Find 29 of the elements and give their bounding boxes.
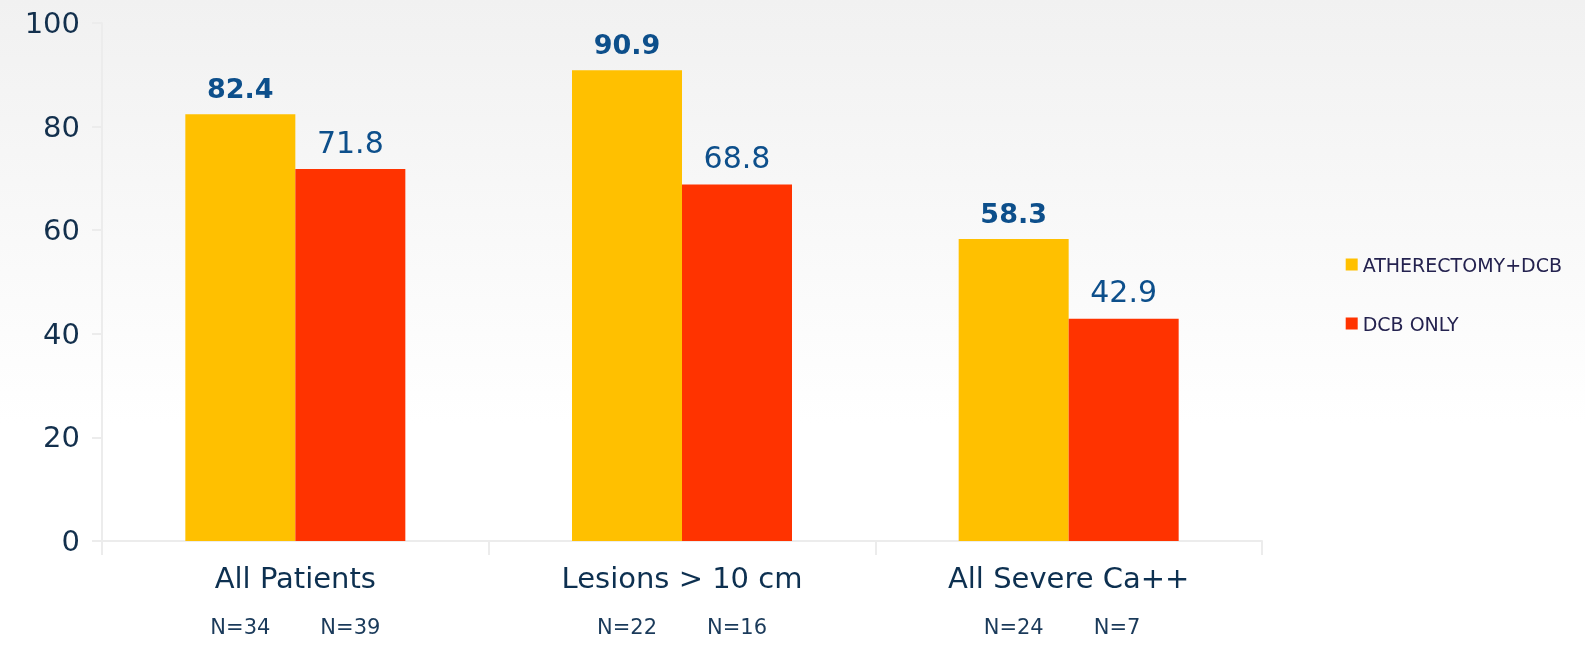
data-label: 58.3 <box>980 198 1047 230</box>
y-tick-label: 40 <box>43 316 80 351</box>
legend-label: ATHERECTOMY+DCB <box>1362 253 1563 276</box>
x-tick-label: All Severe Ca++ <box>947 560 1190 595</box>
text: N=22 <box>597 614 658 639</box>
text: N=34 <box>210 614 271 639</box>
data-label: 82.4 <box>207 73 274 105</box>
bar <box>682 184 792 541</box>
data-label: 71.8 <box>316 124 384 160</box>
legend-label: DCB ONLY <box>1362 312 1459 335</box>
text: N=7 <box>1093 614 1141 639</box>
text: N=16 <box>707 614 768 639</box>
bar <box>572 70 682 541</box>
y-tick-label: 0 <box>61 524 80 558</box>
bar <box>1068 318 1179 541</box>
text: N=24 <box>983 614 1044 639</box>
x-tick-label: All Patients <box>214 560 376 595</box>
bar <box>295 169 406 541</box>
bar <box>958 239 1069 541</box>
data-label: 42.9 <box>1090 274 1158 310</box>
y-tick-label: 60 <box>43 213 80 248</box>
y-tick-label: 80 <box>43 109 80 144</box>
data-label: 68.8 <box>703 140 771 176</box>
text: N=39 <box>320 614 381 639</box>
x-tick-label: Lesions > 10 cm <box>561 560 803 595</box>
y-tick-label: 100 <box>24 6 80 40</box>
data-label: 90.9 <box>593 29 661 61</box>
bar <box>185 114 296 541</box>
y-tick-label: 20 <box>43 420 80 455</box>
